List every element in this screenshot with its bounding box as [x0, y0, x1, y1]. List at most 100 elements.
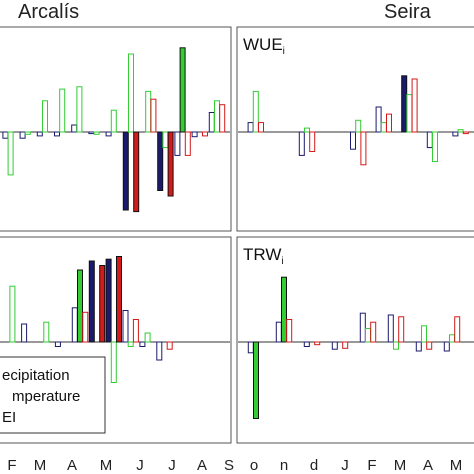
bar-panel0-m8-s2 [150, 98, 157, 133]
legend-precipitation: ecipitation [2, 367, 70, 384]
x-tick-seira-5: M [394, 457, 407, 474]
bar-panel0-m1-s0 [19, 131, 26, 139]
bar-panel2-m4-s1 [77, 269, 83, 343]
arcalis-trw-bars [9, 256, 173, 383]
legend: ecipitation mperature EI [0, 356, 106, 434]
x-tick-seira-4: F [367, 457, 376, 474]
bar-panel3-m0-s1 [253, 341, 259, 419]
bar-panel3-m2-s0 [303, 341, 310, 347]
x-tick-seira-7: M [450, 457, 463, 474]
bar-panel3-m5-s1 [393, 341, 399, 350]
bar-panel2-m7-s1 [127, 341, 134, 347]
bar-panel0-m7-s2 [133, 131, 140, 213]
seira-trw-label: TRWi [243, 245, 284, 267]
bar-panel0-m2-s0 [36, 131, 43, 137]
bar-panel0-m5-s1 [93, 131, 100, 135]
bar-panel0-m11-s2 [202, 131, 208, 137]
bar-panel3-m1-s1 [281, 276, 287, 343]
bar-panel0-m8-s1 [145, 90, 152, 133]
bar-panel1-m2-s2 [309, 131, 316, 152]
bar-panel1-m0-s2 [258, 122, 264, 133]
bar-panel2-m6-s2 [116, 256, 122, 343]
bar-panel0-m0-s0 [2, 131, 9, 139]
bar-panel1-m7-s0 [426, 131, 433, 149]
bar-panel0-m3-s0 [54, 131, 60, 137]
bar-panel1-m5-s0 [375, 106, 382, 133]
bar-panel0-m0-s1 [7, 131, 14, 176]
bar-panel1-m7-s1 [432, 131, 438, 163]
legend-temperature: mperature [12, 388, 80, 405]
bar-panel2-m9-s0 [156, 341, 163, 361]
bar-panel3-m4-s0 [359, 312, 366, 343]
bar-panel0-m6-s1 [110, 109, 117, 133]
bar-panel3-m2-s2 [314, 341, 321, 346]
bar-panel1-m4-s1 [355, 119, 362, 133]
seira-trw-bars [247, 276, 461, 419]
bar-panel1-m8-s2 [462, 131, 469, 135]
bar-panel3-m1-s0 [275, 321, 282, 343]
bar-panel0-m5-s0 [88, 131, 95, 135]
bar-panel0-m12-s2 [219, 104, 226, 133]
x-tick-arcalis-4: J [136, 457, 144, 474]
bar-panel3-m7-s0 [443, 341, 450, 352]
bar-panel0-m9-s1 [162, 131, 169, 149]
bar-panel2-m6-s0 [105, 258, 112, 343]
x-tick-arcalis-0: F [7, 457, 16, 474]
bar-panel1-m4-s2 [360, 131, 367, 166]
x-tick-seira-2: d [310, 457, 318, 474]
bar-panel3-m3-s2 [342, 341, 349, 349]
arcalis-title: Arcalís [18, 1, 79, 23]
arcalis-trw-panel [0, 236, 232, 444]
bar-panel2-m8-s0 [139, 341, 146, 347]
arcalis-wue-panel [0, 26, 232, 232]
bar-panel3-m0-s0 [247, 341, 254, 354]
seira-wue-bars [247, 75, 469, 166]
x-tick-seira-6: A [423, 457, 433, 474]
bar-panel0-m4-s0 [71, 124, 78, 133]
bar-panel3-m4-s1 [365, 328, 371, 343]
bar-panel1-m2-s0 [298, 131, 305, 156]
bar-panel2-m7-s0 [122, 310, 129, 343]
x-tick-seira-1: n [280, 457, 288, 474]
x-tick-seira-3: J [341, 457, 349, 474]
bar-panel3-m5-s2 [398, 316, 405, 343]
bar-panel0-m9-s2 [167, 131, 174, 197]
x-tick-arcalis-1: M [34, 457, 47, 474]
x-tick-arcalis-6: A [197, 457, 207, 474]
bar-panel3-m6-s1 [421, 325, 427, 343]
bar-panel2-m4-s2 [82, 311, 89, 343]
bar-panel1-m2-s1 [304, 127, 310, 133]
x-tick-arcalis-3: M [100, 457, 113, 474]
bar-panel3-m6-s2 [426, 341, 433, 350]
bar-panel0-m3-s1 [59, 88, 66, 133]
seira-wue-label: WUEi [243, 35, 285, 57]
bar-panel0-m10-s2 [184, 131, 191, 156]
bar-panel1-m8-s0 [452, 131, 459, 137]
bar-panel2-m6-s1 [110, 341, 117, 383]
x-tick-seira-0: o [250, 457, 258, 474]
bar-panel0-m4-s1 [76, 86, 83, 133]
bar-panel3-m1-s2 [286, 319, 293, 343]
bar-panel2-m1-s0 [21, 323, 28, 343]
bar-panel1-m6-s0 [401, 75, 408, 133]
seira-title: Seira [384, 1, 432, 23]
bar-panel2-m9-s2 [166, 341, 173, 350]
bar-panel3-m7-s2 [454, 316, 461, 343]
bar-panel1-m0-s1 [252, 90, 259, 133]
seira-wue-panel [236, 26, 474, 232]
bar-panel2-m5-s2 [99, 265, 106, 343]
bar-panel3-m3-s0 [331, 341, 338, 350]
bar-panel0-m7-s0 [122, 131, 129, 211]
seira-trw-panel [236, 236, 474, 444]
bar-panel0-m7-s1 [128, 53, 134, 133]
bar-panel1-m8-s1 [457, 129, 464, 133]
bar-panel1-m6-s1 [406, 94, 413, 133]
bar-panel2-m0-s1 [9, 285, 16, 343]
bar-panel2-m3-s0 [54, 341, 61, 347]
bar-panel3-m6-s0 [415, 341, 422, 352]
bar-panel1-m5-s1 [380, 122, 387, 133]
bar-panel2-m2-s1 [43, 321, 50, 343]
bar-panel0-m10-s1 [179, 47, 186, 133]
legend-spei: EI [2, 409, 16, 426]
